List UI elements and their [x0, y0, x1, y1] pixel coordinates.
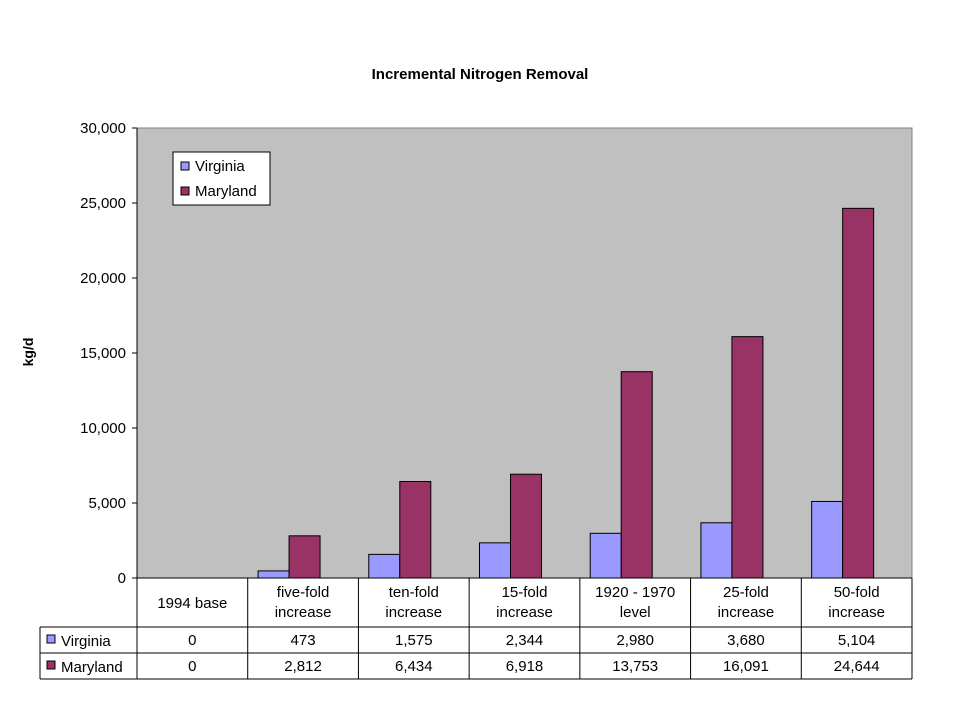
table-cell: 6,918 — [506, 658, 544, 675]
legend: Virginia Maryland — [172, 151, 271, 206]
table-swatch-maryland — [46, 660, 56, 670]
table-cell: 2,980 — [616, 632, 654, 649]
category-label: 50-fold — [834, 584, 880, 601]
y-tick-label: 30,000 — [80, 120, 126, 137]
legend-swatch-virginia — [180, 161, 190, 171]
bar-maryland — [399, 480, 432, 579]
table-cell: 5,104 — [838, 632, 876, 649]
category-label: increase — [718, 604, 775, 621]
y-tick-label: 5,000 — [88, 495, 126, 512]
category-label: 1920 - 1970 — [595, 584, 675, 601]
category-label: ten-fold — [389, 584, 439, 601]
category-label: 1994 base — [157, 595, 227, 612]
category-label: increase — [496, 604, 553, 621]
bar-virginia — [589, 532, 622, 579]
table-cell: 24,644 — [834, 658, 880, 675]
y-tick-label: 0 — [118, 570, 126, 587]
bar-maryland — [731, 336, 764, 579]
bar-maryland — [842, 207, 875, 579]
category-label: increase — [828, 604, 885, 621]
bar-virginia — [479, 542, 511, 579]
table-series-label: Virginia — [61, 633, 111, 650]
table-cell: 3,680 — [727, 632, 765, 649]
category-label: increase — [275, 604, 332, 621]
table-cell: 0 — [188, 632, 196, 649]
legend-label-maryland: Maryland — [195, 183, 257, 200]
y-axis: 0 5,000 10,000 15,000 20,000 25,000 30,000 — [80, 120, 138, 587]
bar-maryland — [510, 473, 542, 579]
table-cell: 16,091 — [723, 658, 769, 675]
table-cell: 1,575 — [395, 632, 433, 649]
category-label: level — [620, 604, 651, 621]
category-label: increase — [385, 604, 442, 621]
data-table: 1994 base five-fold increase ten-fold increa… — [39, 577, 913, 680]
table-cell: 473 — [291, 632, 316, 649]
table-cell: 2,812 — [284, 658, 322, 675]
bar-virginia — [368, 553, 401, 579]
y-tick-label: 25,000 — [80, 195, 126, 212]
table-series-label: Maryland — [61, 659, 123, 676]
chart-title: Incremental Nitrogen Removal — [372, 66, 589, 83]
category-label: five-fold — [277, 584, 330, 601]
bar-maryland — [620, 371, 653, 579]
legend-swatch-maryland — [180, 186, 190, 196]
category-label: 15-fold — [502, 584, 548, 601]
y-axis-label: kg/d — [20, 338, 36, 367]
y-tick-label: 20,000 — [80, 270, 126, 287]
legend-box — [172, 151, 271, 206]
category-label: 25-fold — [723, 584, 769, 601]
table-cell: 13,753 — [612, 658, 658, 675]
table-cell: 2,344 — [506, 632, 544, 649]
y-tick-label: 10,000 — [80, 420, 126, 437]
table-cell: 0 — [188, 658, 196, 675]
bar-virginia — [700, 522, 733, 579]
bar-virginia — [257, 570, 290, 579]
legend-label-virginia: Virginia — [195, 158, 245, 175]
table-swatch-virginia — [46, 634, 56, 644]
table-cell: 6,434 — [395, 658, 433, 675]
bar-virginia — [811, 500, 844, 579]
y-tick-label: 15,000 — [80, 345, 126, 362]
bar-maryland — [288, 535, 321, 579]
